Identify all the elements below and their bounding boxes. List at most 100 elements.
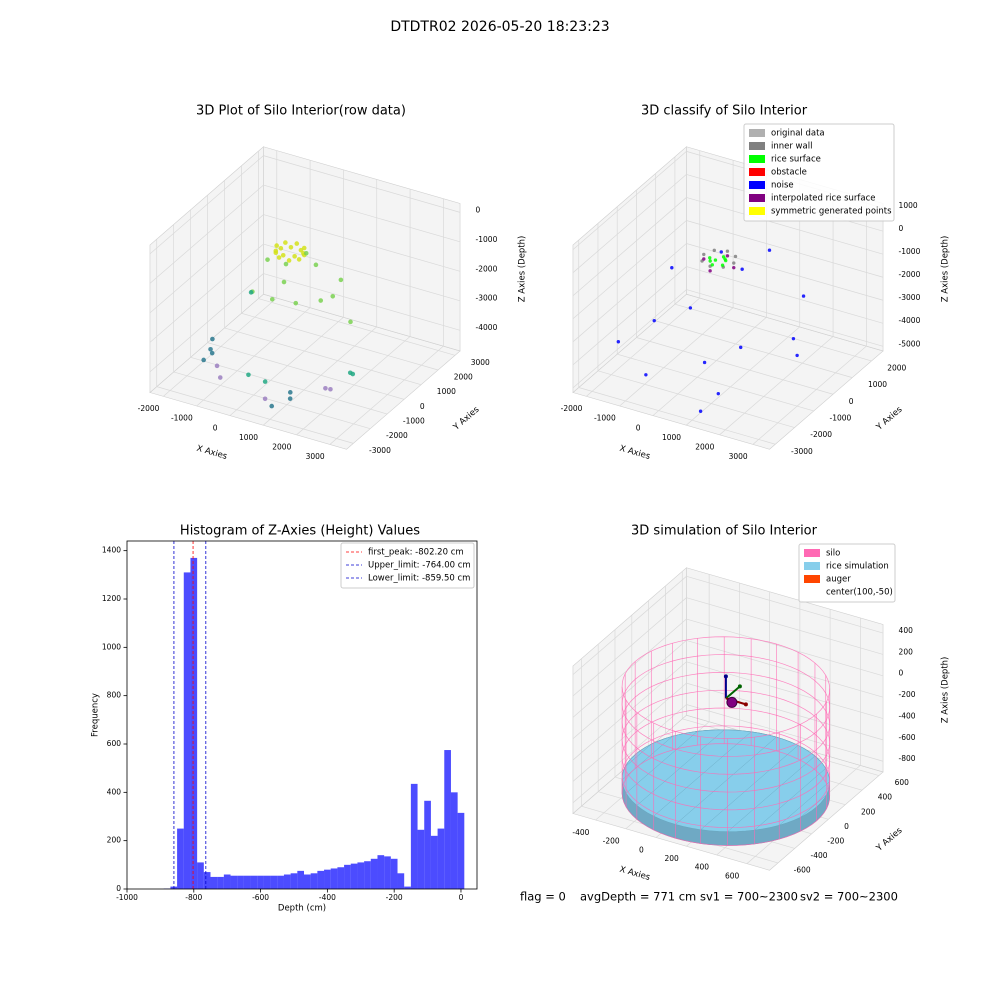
point — [708, 256, 712, 260]
point — [288, 244, 294, 250]
y-tick-label: 3000 — [471, 358, 490, 367]
legend-patch — [804, 575, 820, 583]
grid-line — [572, 197, 687, 296]
x-tick-label: -400 — [572, 828, 589, 837]
point — [323, 385, 328, 391]
grid-line — [572, 266, 687, 366]
grid-line — [173, 371, 371, 430]
point — [286, 258, 292, 263]
bar — [384, 856, 391, 889]
grid-line — [686, 597, 884, 655]
legend-box — [798, 543, 896, 603]
z-tick-label: -2000 — [899, 270, 921, 279]
rice-mesh — [625, 744, 652, 767]
grid-line — [263, 273, 461, 331]
grid-line — [617, 353, 814, 412]
point — [702, 257, 706, 261]
point — [732, 265, 736, 270]
y-tick-label: 800 — [107, 691, 122, 700]
legend-label: silo — [826, 549, 840, 559]
y-tick-label: -2000 — [386, 431, 408, 440]
point — [330, 293, 336, 299]
point — [795, 353, 799, 358]
legend-label: first_peak: -802.20 cm — [368, 548, 464, 558]
z-tick-label: -1000 — [899, 247, 921, 256]
x-tick-label: -600 — [252, 893, 269, 902]
legend-patch — [804, 562, 820, 570]
auger-arrow — [725, 685, 741, 700]
bar — [324, 869, 331, 889]
point — [209, 350, 215, 356]
grid-line — [619, 307, 734, 407]
y-tick-label: 600 — [107, 739, 122, 748]
figure-title: DTDTR02 2026-05-20 18:23:23 — [390, 19, 609, 35]
x-axis-label: X Axies — [618, 444, 651, 462]
z-tick-label: -3000 — [476, 294, 498, 303]
x-tick-label: 0 — [639, 845, 644, 854]
grid-line — [686, 326, 800, 426]
x-tick-label: 1000 — [239, 433, 258, 442]
grid-line — [655, 320, 853, 378]
z-tick-label: 400 — [899, 626, 914, 635]
bar — [197, 862, 204, 889]
auger-arrow-head — [737, 684, 742, 689]
y-tick-label: 1000 — [868, 380, 887, 389]
point — [287, 396, 293, 401]
x-tick-label: 200 — [664, 854, 679, 863]
x-tick-label: 0 — [459, 893, 464, 902]
legend-label: Upper_limit: -764.00 cm — [368, 561, 471, 571]
point — [283, 261, 289, 267]
grid-line — [263, 243, 461, 302]
bar — [330, 868, 338, 889]
z-tick-label: 0 — [476, 205, 481, 214]
grid-line — [572, 174, 687, 273]
bar — [177, 828, 184, 889]
grid-line — [572, 220, 687, 320]
bar — [417, 829, 425, 889]
rice-mesh — [653, 731, 752, 817]
bar — [297, 870, 305, 889]
legend-label: auger — [826, 575, 851, 585]
point — [698, 409, 703, 413]
legend-box — [340, 542, 475, 589]
point — [702, 360, 707, 365]
point — [293, 300, 299, 306]
y-tick-label: -1000 — [830, 413, 852, 422]
grid-line — [572, 661, 687, 761]
grid-line — [674, 303, 872, 362]
footer-flag: flag = 0 — [520, 890, 566, 904]
legend-label: noise — [771, 181, 794, 191]
y-axis-label: Frequency — [91, 693, 101, 737]
grid-line — [597, 370, 795, 428]
point — [276, 255, 282, 260]
grid-line — [686, 220, 884, 278]
point — [274, 243, 279, 248]
point — [732, 261, 736, 265]
point — [348, 319, 353, 325]
grid-line — [686, 640, 884, 698]
point — [214, 363, 220, 369]
grid-line — [686, 618, 884, 677]
bar — [404, 886, 411, 889]
subplot-title: 3D simulation of Silo Interior — [631, 524, 818, 539]
z-tick-label: 0 — [899, 669, 904, 678]
legend-label: rice simulation — [826, 562, 889, 572]
point — [269, 296, 275, 302]
bar — [377, 855, 385, 889]
point — [313, 262, 319, 268]
y-tick-label: 200 — [107, 836, 122, 845]
subplot-title: Histogram of Z-Axies (Height) Values — [180, 524, 420, 539]
z-tick-label: 0 — [899, 224, 904, 233]
grid-line — [572, 289, 687, 389]
grid-line — [207, 342, 405, 400]
grid-line — [241, 312, 439, 371]
grid-line — [719, 336, 834, 436]
y-tick-label: -1000 — [403, 417, 425, 426]
point — [292, 254, 297, 259]
bar — [210, 876, 218, 889]
grid-line — [190, 356, 388, 415]
y-tick-label: 600 — [895, 778, 910, 787]
legend-label: Lower_limit: -859.50 cm — [368, 574, 470, 584]
bar — [223, 874, 231, 889]
point — [721, 255, 726, 259]
